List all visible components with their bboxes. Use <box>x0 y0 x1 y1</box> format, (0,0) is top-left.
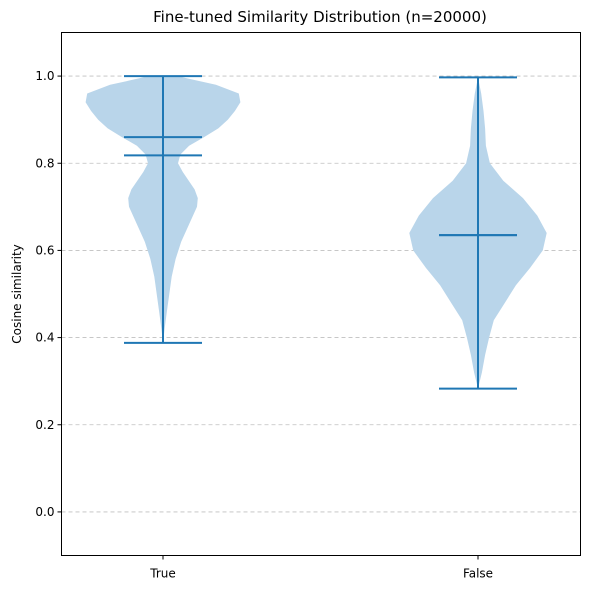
y-tick-label: 0.2 <box>35 418 54 432</box>
y-tick-label: 1.0 <box>35 69 54 83</box>
x-tick-label: True <box>149 567 176 581</box>
chart-title: Fine-tuned Similarity Distribution (n=20… <box>153 8 487 26</box>
plot-frame <box>61 32 581 556</box>
violin-stat-lines <box>124 75 517 390</box>
x-tick-label: False <box>463 567 493 581</box>
x-axis-ticks: True False <box>149 555 493 581</box>
y-axis-ticks: 0.0 0.2 0.4 0.6 0.8 1.0 <box>35 69 62 519</box>
y-tick-label: 0.6 <box>35 243 54 257</box>
y-tick-label: 0.0 <box>35 505 54 519</box>
y-tick-label: 0.4 <box>35 331 54 345</box>
y-axis-label: Cosine similarity <box>10 244 24 343</box>
y-tick-label: 0.8 <box>35 156 54 170</box>
